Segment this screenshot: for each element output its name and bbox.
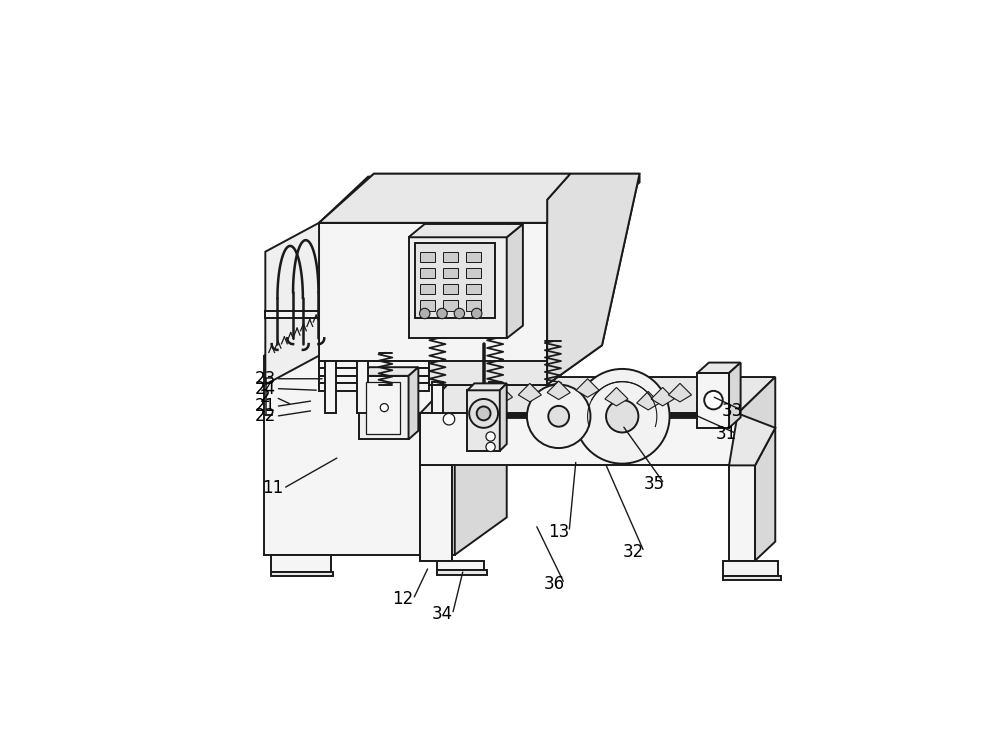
Polygon shape	[264, 318, 507, 356]
Polygon shape	[507, 224, 523, 338]
Polygon shape	[420, 413, 738, 465]
Polygon shape	[697, 373, 729, 427]
Text: 12: 12	[392, 590, 413, 608]
Polygon shape	[437, 561, 484, 571]
Polygon shape	[547, 174, 640, 385]
Polygon shape	[729, 362, 741, 428]
Polygon shape	[366, 382, 400, 433]
Polygon shape	[420, 377, 775, 413]
Text: 2: 2	[260, 388, 271, 406]
Polygon shape	[359, 376, 409, 440]
Bar	[466, 284, 481, 295]
Text: 36: 36	[544, 574, 565, 592]
Polygon shape	[265, 310, 319, 318]
Circle shape	[527, 385, 590, 448]
Polygon shape	[547, 381, 570, 400]
Polygon shape	[319, 174, 640, 223]
Polygon shape	[409, 368, 418, 440]
Circle shape	[454, 308, 465, 319]
Polygon shape	[651, 388, 674, 406]
Polygon shape	[432, 382, 443, 413]
Polygon shape	[729, 413, 775, 465]
Bar	[420, 284, 435, 295]
Circle shape	[471, 308, 482, 319]
Polygon shape	[319, 223, 547, 385]
Text: 35: 35	[643, 475, 665, 493]
Polygon shape	[319, 174, 570, 223]
Circle shape	[420, 308, 430, 319]
Polygon shape	[547, 174, 640, 385]
Polygon shape	[420, 465, 452, 561]
Text: 31: 31	[716, 424, 737, 442]
Polygon shape	[500, 383, 507, 451]
Circle shape	[606, 400, 638, 433]
Polygon shape	[319, 383, 429, 391]
Bar	[466, 268, 481, 278]
Polygon shape	[271, 555, 331, 572]
Polygon shape	[319, 368, 429, 376]
Polygon shape	[489, 382, 501, 413]
Circle shape	[477, 406, 491, 420]
Bar	[466, 300, 481, 310]
Polygon shape	[265, 223, 319, 385]
Polygon shape	[467, 390, 500, 451]
Polygon shape	[409, 224, 523, 237]
Polygon shape	[605, 388, 628, 406]
Text: 11: 11	[262, 479, 283, 497]
Text: 23: 23	[255, 370, 276, 388]
Circle shape	[443, 413, 455, 425]
Polygon shape	[723, 576, 781, 580]
Text: 33: 33	[721, 401, 743, 419]
Polygon shape	[415, 243, 495, 318]
Bar	[443, 252, 458, 262]
Polygon shape	[755, 427, 775, 561]
Circle shape	[575, 369, 670, 464]
Bar	[443, 300, 458, 310]
Circle shape	[704, 391, 723, 410]
Circle shape	[548, 406, 569, 427]
Polygon shape	[729, 465, 755, 561]
Polygon shape	[357, 362, 368, 413]
Polygon shape	[319, 376, 429, 383]
Polygon shape	[467, 383, 507, 390]
Polygon shape	[518, 383, 541, 402]
Text: 24: 24	[255, 380, 276, 398]
Text: 32: 32	[623, 543, 644, 561]
Polygon shape	[359, 368, 418, 376]
Polygon shape	[319, 362, 547, 385]
Polygon shape	[264, 356, 455, 555]
Circle shape	[486, 432, 495, 441]
Bar	[466, 252, 481, 262]
Bar	[443, 284, 458, 295]
Bar	[420, 268, 435, 278]
Polygon shape	[455, 318, 507, 555]
Text: 22: 22	[255, 407, 276, 425]
Circle shape	[380, 404, 388, 412]
Circle shape	[437, 308, 447, 319]
Text: 13: 13	[548, 523, 569, 541]
Polygon shape	[319, 362, 429, 368]
Polygon shape	[271, 572, 333, 576]
Bar	[420, 300, 435, 310]
Polygon shape	[437, 571, 487, 575]
Circle shape	[469, 399, 498, 427]
Polygon shape	[637, 392, 660, 410]
Polygon shape	[697, 362, 741, 373]
Bar	[420, 252, 435, 262]
Polygon shape	[576, 379, 599, 398]
Polygon shape	[325, 362, 336, 413]
Polygon shape	[409, 237, 507, 338]
Text: 21: 21	[255, 398, 276, 416]
Text: 34: 34	[431, 605, 453, 623]
Polygon shape	[723, 561, 778, 576]
Polygon shape	[489, 386, 512, 404]
Bar	[443, 268, 458, 278]
Polygon shape	[319, 177, 640, 223]
Polygon shape	[738, 377, 775, 465]
Polygon shape	[668, 383, 692, 402]
Circle shape	[486, 442, 495, 452]
